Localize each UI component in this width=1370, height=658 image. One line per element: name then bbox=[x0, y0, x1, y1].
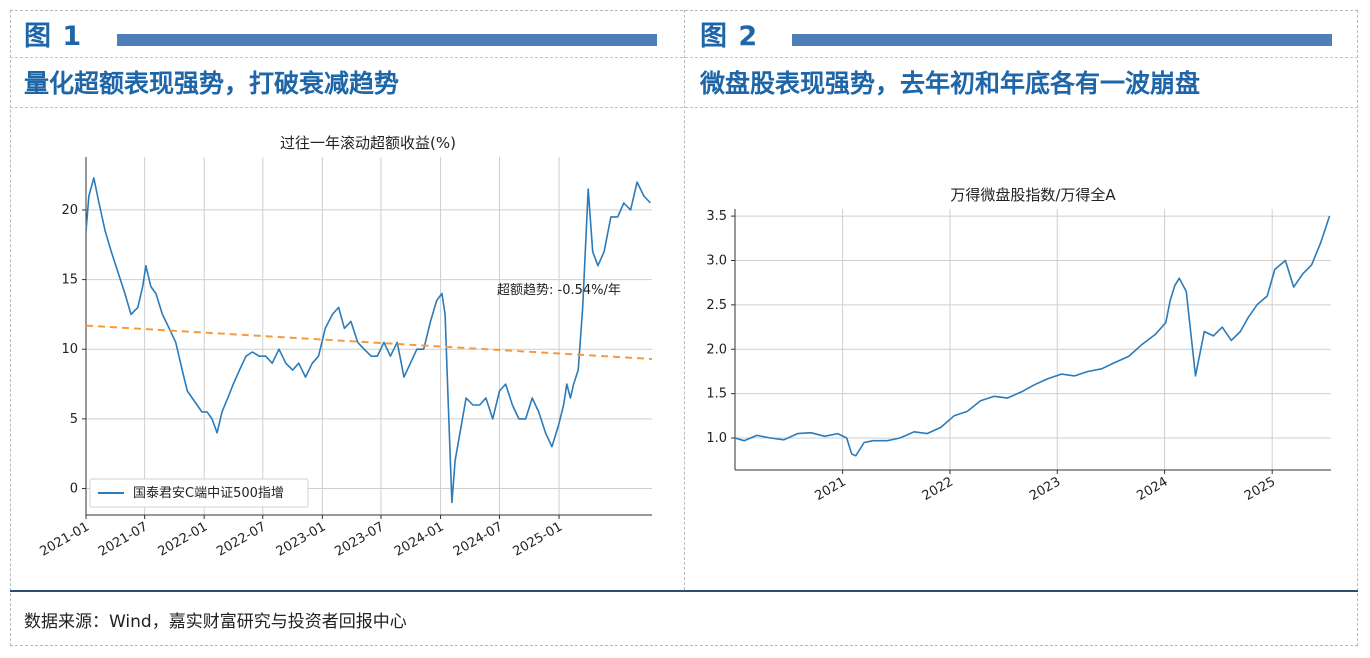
y-tick-label: 1.0 bbox=[706, 431, 727, 446]
x-tick-label: 2025 bbox=[1242, 474, 1278, 504]
y-tick-label: 3.5 bbox=[706, 209, 727, 224]
y-tick-label: 2.0 bbox=[706, 342, 727, 357]
trend-annotation: 超额趋势: -0.54%/年 bbox=[497, 282, 621, 298]
chart2-axes: 1.0 1.5 2.0 2.5 3.0 3.5 2021 2022 2023 2024 2025 bbox=[706, 209, 1331, 504]
y-tick-label: 5 bbox=[70, 412, 78, 427]
y-tick-label: 1.5 bbox=[706, 387, 727, 402]
x-tick-label: 2023 bbox=[1027, 474, 1063, 504]
figure-2-label: 图 2 bbox=[700, 21, 759, 52]
chart2-title: 万得微盘股指数/万得全A bbox=[950, 186, 1116, 204]
x-tick-label: 2024 bbox=[1134, 474, 1170, 504]
microcap-ratio-line bbox=[734, 215, 1331, 457]
figure-2-bar bbox=[792, 34, 1332, 46]
subtitle-divider bbox=[10, 107, 1358, 108]
trend-line bbox=[85, 324, 653, 360]
source-divider bbox=[10, 590, 1358, 592]
legend-series-label: 国泰君安C端中证500指增 bbox=[133, 486, 284, 501]
data-source-note: 数据来源：Wind，嘉实财富研究与投资者回报中心 bbox=[24, 612, 407, 632]
x-tick-label: 2022 bbox=[920, 474, 956, 504]
x-tick-label: 2021 bbox=[812, 474, 848, 504]
chart1-lines bbox=[85, 177, 653, 504]
figure-1-subtitle: 量化超额表现强势，打破衰减趋势 bbox=[24, 69, 400, 98]
chart1-legend: 国泰君安C端中证500指增 bbox=[89, 478, 309, 508]
chart2-lines bbox=[734, 215, 1331, 457]
header-divider bbox=[10, 57, 1358, 58]
figure-2-subtitle: 微盘股表现强势，去年初和年底各有一波崩盘 bbox=[700, 69, 1201, 98]
figure-1-bar bbox=[117, 34, 657, 46]
y-tick-label: 15 bbox=[61, 273, 78, 288]
y-tick-label: 2.5 bbox=[706, 298, 727, 313]
legend-box bbox=[89, 478, 309, 508]
panel-divider bbox=[684, 10, 685, 590]
y-tick-label: 20 bbox=[61, 203, 78, 218]
y-tick-label: 0 bbox=[70, 482, 78, 497]
chart1-title: 过往一年滚动超额收益(%) bbox=[280, 134, 456, 152]
figure-1-label: 图 1 bbox=[24, 21, 83, 52]
y-tick-label: 3.0 bbox=[706, 253, 727, 268]
y-tick-label: 10 bbox=[61, 342, 78, 357]
excess-return-line bbox=[85, 177, 651, 504]
chart2-grid bbox=[735, 209, 1331, 470]
